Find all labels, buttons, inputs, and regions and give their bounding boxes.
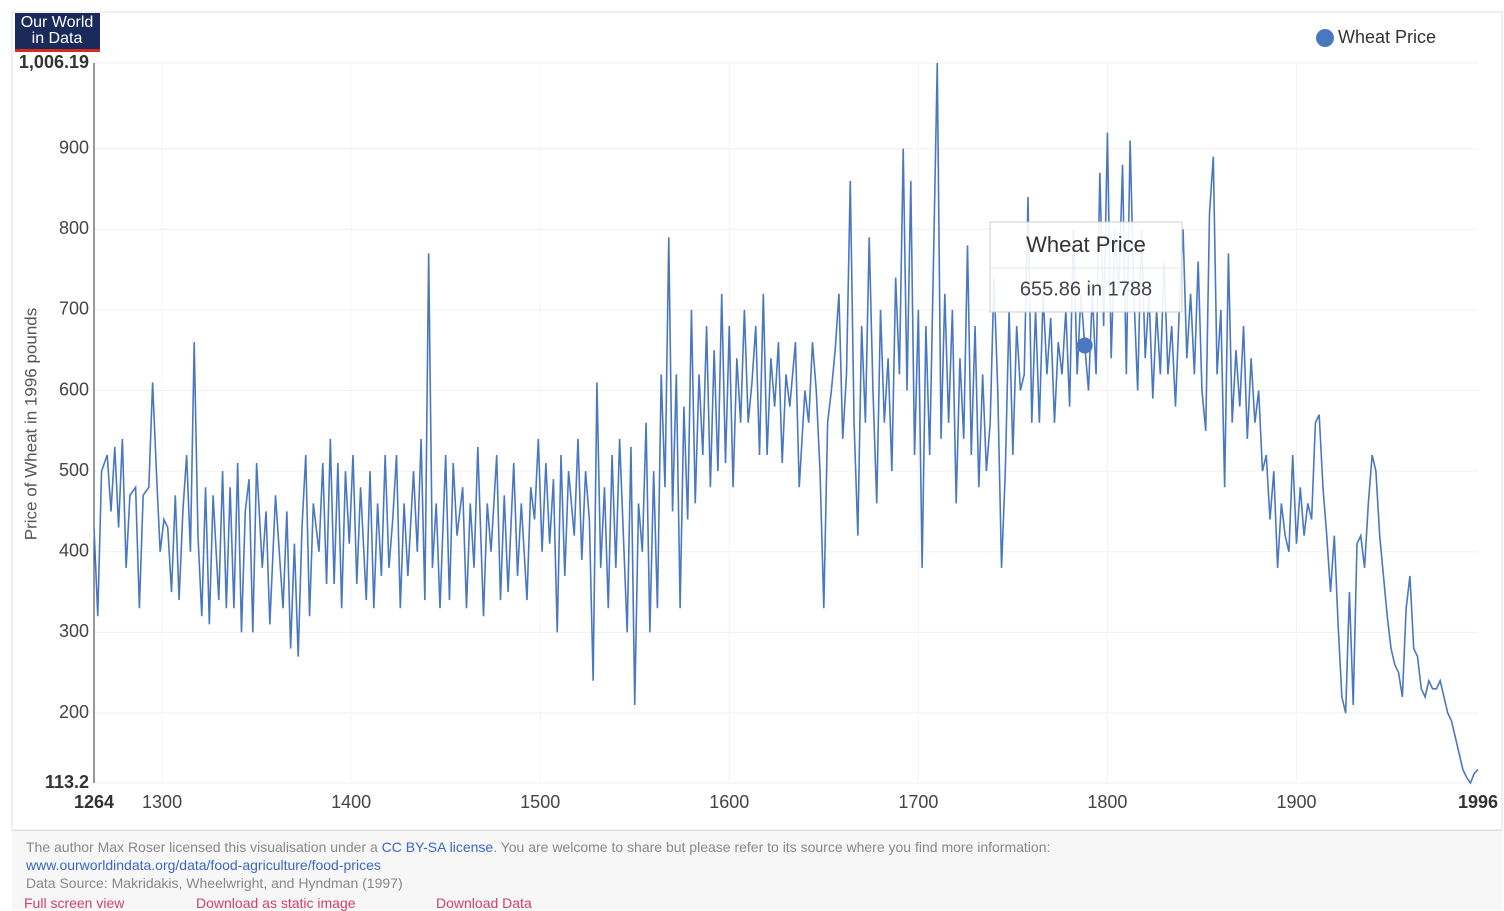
chart: Our World in Data Price of Wheat in 1996… xyxy=(11,11,1503,830)
y-tick-label: 800 xyxy=(59,218,89,238)
x-tick-label: 1600 xyxy=(709,792,749,812)
tooltip-text: 655.86 in 1788 xyxy=(1020,278,1152,300)
y-tick-label: 400 xyxy=(59,541,89,561)
y-tick-label: 300 xyxy=(59,621,89,641)
frame xyxy=(11,11,1503,830)
logo-text: Our World xyxy=(21,14,94,31)
data-line xyxy=(93,62,1479,785)
license-link[interactable]: CC BY-SA license xyxy=(381,839,494,855)
license-text: The author Max Roser licensed this visua… xyxy=(26,838,1086,874)
x-tick-label: 1700 xyxy=(898,792,938,812)
tooltip-marker xyxy=(1076,337,1093,354)
logo-text: in Data xyxy=(32,30,83,47)
footer-link[interactable]: Full screen view xyxy=(24,895,125,911)
y-axis-label: Price of Wheat in 1996 pounds xyxy=(21,308,40,540)
y-tick-label: 600 xyxy=(59,379,89,399)
tooltip-box xyxy=(989,221,1183,313)
x-tick-label: 1800 xyxy=(1087,792,1127,812)
license-pre: The author Max Roser licensed this visua… xyxy=(26,839,382,855)
logo-box xyxy=(15,13,100,49)
x-tick-label: 1500 xyxy=(520,792,560,812)
x-tick-label: 1996 xyxy=(1458,792,1498,812)
legend-label: Wheat Price xyxy=(1338,27,1436,47)
y-tick-label: 900 xyxy=(59,137,89,157)
y-tick-label: 1,006.19 xyxy=(19,52,89,72)
x-tick-label: 1400 xyxy=(331,792,371,812)
license-post: . You are welcome to share but please re… xyxy=(493,839,1051,855)
y-tick-label: 500 xyxy=(59,460,89,480)
y-tick-label: 700 xyxy=(59,299,89,319)
x-tick-label: 1900 xyxy=(1276,792,1316,812)
y-tick-label: 200 xyxy=(59,702,89,722)
y-tick-label: 113.2 xyxy=(45,772,89,792)
tooltip-title: Wheat Price xyxy=(1026,232,1146,257)
footer-link[interactable]: Download as static image xyxy=(196,895,356,911)
footer: The author Max Roser licensed this visua… xyxy=(12,830,1502,911)
logo-underline xyxy=(15,49,100,52)
legend-marker xyxy=(1316,29,1334,47)
footer-link[interactable]: Download Data xyxy=(436,895,532,911)
data-source: Data Source: Makridakis, Wheelwright, an… xyxy=(26,875,403,891)
source-url[interactable]: www.ourworldindata.org/data/food-agricul… xyxy=(26,857,381,873)
x-tick-label: 1264 xyxy=(74,792,114,812)
x-tick-label: 1300 xyxy=(142,792,182,812)
